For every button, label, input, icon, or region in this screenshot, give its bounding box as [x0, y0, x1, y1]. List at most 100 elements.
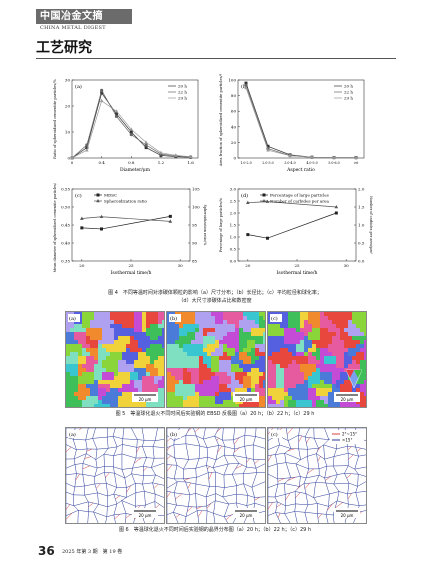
- grain-pixel: [332, 372, 336, 376]
- grain-pixel: [183, 312, 187, 316]
- grain-pixel: [154, 348, 158, 352]
- grain-pixel: [292, 400, 296, 404]
- grain-pixel: [259, 360, 263, 364]
- grain-pixel: [78, 352, 82, 356]
- grain-pixel: [251, 312, 255, 316]
- grain-pixel: [207, 316, 211, 320]
- high-angle-boundary: [86, 453, 96, 460]
- grain-pixel: [82, 316, 86, 320]
- grain-pixel: [74, 324, 78, 328]
- grain-pixel: [288, 316, 292, 320]
- high-angle-boundary: [92, 436, 108, 439]
- high-angle-boundary: [324, 478, 327, 483]
- grain-pixel: [227, 324, 231, 328]
- grain-pixel: [324, 348, 328, 352]
- grain-pixel: [94, 380, 98, 384]
- grain-pixel: [130, 368, 134, 372]
- grain-pixel: [158, 396, 162, 400]
- high-angle-boundary: [332, 465, 338, 475]
- y-tick-label: 10: [65, 130, 71, 135]
- high-angle-boundary: [106, 483, 117, 488]
- high-angle-boundary: [72, 439, 77, 450]
- grain-pixel: [308, 352, 312, 356]
- grain-pixel: [272, 372, 276, 376]
- grain-pixel: [324, 344, 328, 348]
- grain-pixel: [70, 360, 74, 364]
- grain-pixel: [352, 336, 356, 340]
- grain-pixel: [191, 364, 195, 368]
- grain-pixel: [280, 336, 284, 340]
- grain-pixel: [312, 328, 316, 332]
- grain-pixel: [183, 372, 187, 376]
- grain-pixel: [239, 320, 243, 324]
- high-angle-boundary: [347, 493, 349, 505]
- high-angle-boundary: [82, 453, 87, 464]
- grain-pixel: [90, 352, 94, 356]
- grain-pixel: [146, 312, 150, 316]
- data-point: [100, 227, 103, 231]
- grain-pixel: [364, 384, 366, 388]
- grain-pixel: [126, 352, 130, 356]
- x-axis-label: Aspect ratio: [286, 167, 315, 173]
- grain-pixel: [118, 332, 122, 336]
- grain-pixel: [150, 332, 154, 336]
- grain-pixel: [106, 372, 110, 376]
- x-tick-label: 0.4: [98, 160, 105, 165]
- grain-pixel: [154, 388, 158, 392]
- grain-pixel: [239, 352, 243, 356]
- grain-pixel: [312, 320, 316, 324]
- grain-pixel: [292, 404, 296, 407]
- grain-pixel: [336, 372, 340, 376]
- grain-pixel: [195, 332, 199, 336]
- grain-pixel: [142, 316, 146, 320]
- grain-pixel: [231, 356, 235, 360]
- high-angle-boundary: [112, 428, 116, 437]
- grain-pixel: [167, 372, 171, 376]
- grain-pixel: [179, 380, 183, 384]
- grain-pixel: [255, 388, 259, 392]
- grain-pixel: [98, 348, 102, 352]
- grain-pixel: [324, 368, 328, 372]
- grain-pixel: [332, 356, 336, 360]
- grain-pixel: [134, 368, 138, 372]
- grain-pixel: [356, 352, 360, 356]
- grain-pixel: [66, 392, 70, 396]
- grain-pixel: [288, 352, 292, 356]
- grain-pixel: [328, 404, 332, 407]
- grain-pixel: [223, 404, 227, 407]
- grain-pixel: [348, 324, 352, 328]
- grain-pixel: [235, 324, 239, 328]
- grain-pixel: [187, 404, 191, 407]
- grain-pixel: [122, 312, 126, 316]
- high-angle-boundary: [275, 452, 285, 455]
- low-angle-boundary: [75, 473, 80, 481]
- high-angle-boundary: [97, 492, 99, 505]
- grain-pixel: [134, 364, 138, 368]
- high-angle-boundary: [185, 443, 190, 460]
- high-angle-boundary: [285, 428, 289, 441]
- grain-pixel: [243, 360, 247, 364]
- grain-pixel: [332, 360, 336, 364]
- grain-pixel: [146, 376, 150, 380]
- grain-pixel: [122, 360, 126, 364]
- grain-pixel: [223, 356, 227, 360]
- grain-pixel: [199, 380, 203, 384]
- grain-pixel: [171, 360, 175, 364]
- grain-pixel: [223, 332, 227, 336]
- grain-pixel: [243, 348, 247, 352]
- grain-pixel: [296, 340, 300, 344]
- low-angle-boundary: [143, 466, 148, 472]
- grain-pixel: [142, 332, 146, 336]
- grain-pixel: [280, 396, 284, 400]
- grain-pixel: [259, 316, 263, 320]
- grain-pixel: [215, 376, 219, 380]
- grain-pixel: [312, 360, 316, 364]
- grain-pixel: [320, 348, 324, 352]
- grain-pixel: [348, 364, 352, 368]
- low-angle-boundary: [235, 464, 243, 469]
- grain-pixel: [340, 388, 344, 392]
- grain-pixel: [183, 352, 187, 356]
- grain-pixel: [98, 332, 102, 336]
- grain-pixel: [106, 316, 110, 320]
- section-title: 工艺研究: [36, 40, 92, 56]
